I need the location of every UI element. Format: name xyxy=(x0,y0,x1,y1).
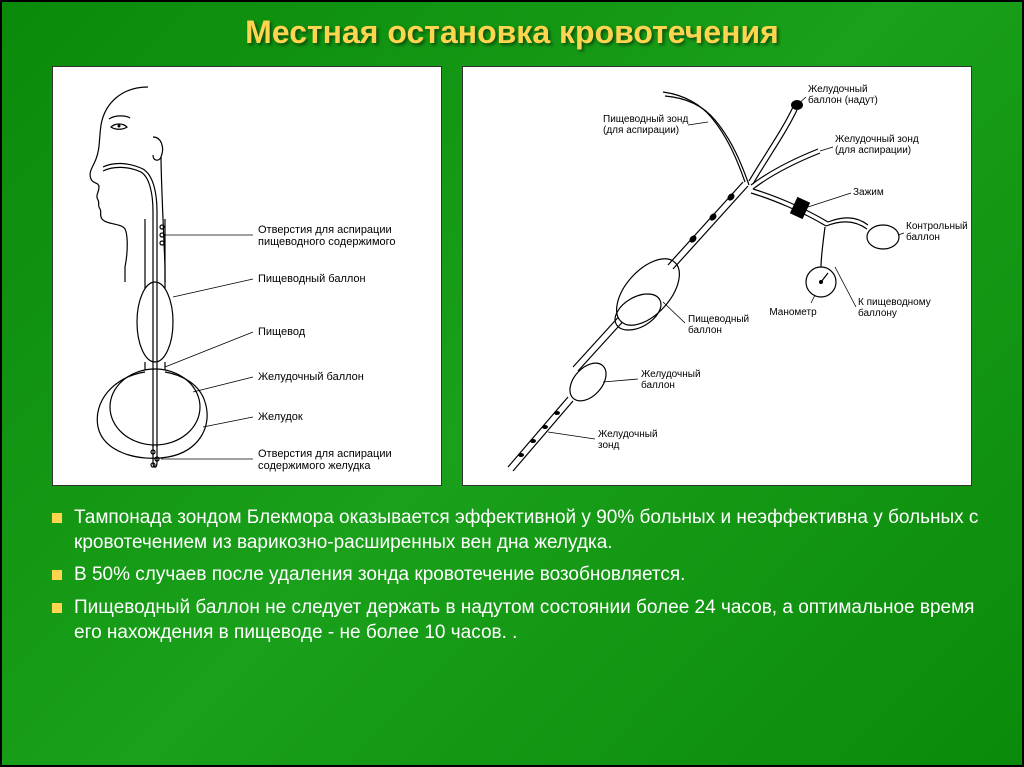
tube-nasal xyxy=(103,163,157,212)
label-stomach: Желудок xyxy=(258,411,303,423)
lbl-gast-infl-2: баллон (надут) xyxy=(808,94,878,106)
bullet-text: Тампонада зондом Блекмора оказывается эф… xyxy=(74,506,992,555)
line-to-esoph xyxy=(753,189,828,222)
lbl-gast-bal-1: Желудочный xyxy=(641,369,701,380)
slide-container: Местная остановка кровотечения xyxy=(0,0,1024,767)
lbl-gast-infl-1: Желудочный xyxy=(808,84,868,95)
bullet-item: Тампонада зондом Блекмора оказывается эф… xyxy=(52,506,992,555)
slide-title: Местная остановка кровотечения xyxy=(32,14,992,51)
label-asp-stomach-2: содержимого желудка xyxy=(258,460,371,472)
eyebrow xyxy=(109,116,130,119)
svg-anatomy: Отверстия для аспирации пищеводного соде… xyxy=(53,67,443,487)
diagrams-row: Отверстия для аспирации пищеводного соде… xyxy=(32,66,992,486)
lbl-gast-asp-1: Желудочный зонд xyxy=(835,134,919,145)
hole-3 xyxy=(160,241,164,245)
lbl-to-esoph-1: К пищеводному xyxy=(858,297,931,308)
bullet-list: Тампонада зондом Блекмора оказывается эф… xyxy=(32,506,992,645)
esoph-balloon-shape xyxy=(137,282,173,362)
lbl-clamp: Зажим xyxy=(853,187,884,198)
lbl-gast-probe-1: Желудочный xyxy=(598,429,658,440)
svg-device: Пищеводный зонд (для аспирации) Желудочн… xyxy=(463,67,973,487)
bullet-marker-icon xyxy=(52,603,62,613)
lbl-gast-asp-2: (для аспирации) xyxy=(835,145,911,156)
label-asp-esoph-1: Отверстия для аспирации xyxy=(258,224,392,236)
lbl-esoph-probe-1: Пищеводный зонд xyxy=(603,114,688,125)
label-asp-stomach-1: Отверстия для аспирации xyxy=(258,448,392,460)
ear xyxy=(153,137,163,160)
neck-back xyxy=(161,157,165,282)
bullet-marker-icon xyxy=(52,570,62,580)
bullet-item: Пищеводный баллон не следует держать в н… xyxy=(52,596,992,645)
pupil xyxy=(118,125,121,128)
label-asp-esoph-2: пищеводного содержимого xyxy=(258,236,396,248)
diagram-device: Пищеводный зонд (для аспирации) Желудочн… xyxy=(462,66,972,486)
tip-outer xyxy=(508,397,568,467)
probe-esoph-asp xyxy=(663,92,745,182)
tube-nasal-2 xyxy=(103,167,153,212)
bullet-text: Пищеводный баллон не следует держать в н… xyxy=(74,596,992,645)
control-balloon-shape xyxy=(867,225,899,249)
line-gastric-asp xyxy=(751,149,818,185)
lbl-to-esoph-2: баллону xyxy=(858,307,897,319)
diagram-anatomy: Отверстия для аспирации пищеводного соде… xyxy=(52,66,442,486)
label-gastric-balloon: Желудочный баллон xyxy=(258,371,364,383)
lbl-esoph-probe-2: (для аспирации) xyxy=(603,125,679,136)
label-esophagus: Пищевод xyxy=(258,326,306,338)
lbl-ctrl-2: баллон xyxy=(906,231,940,243)
gastric-balloon-shape xyxy=(110,369,200,445)
lbl-esoph-bal-2: баллон xyxy=(688,324,722,336)
line-gastric-infl xyxy=(749,107,793,181)
lbl-gast-bal-2: баллон xyxy=(641,379,675,391)
lbl-esoph-bal-1: Пищеводный xyxy=(688,314,749,325)
lbl-ctrl-1: Контрольный xyxy=(906,221,968,232)
lbl-manometer: Манометр xyxy=(769,307,817,318)
bullet-text: В 50% случаев после удаления зонда крово… xyxy=(74,563,685,588)
label-esoph-balloon: Пищеводный баллон xyxy=(258,273,366,285)
lbl-gast-probe-2: зонд xyxy=(598,440,620,451)
bullet-item: В 50% случаев после удаления зонда крово… xyxy=(52,563,992,588)
bullet-marker-icon xyxy=(52,513,62,523)
